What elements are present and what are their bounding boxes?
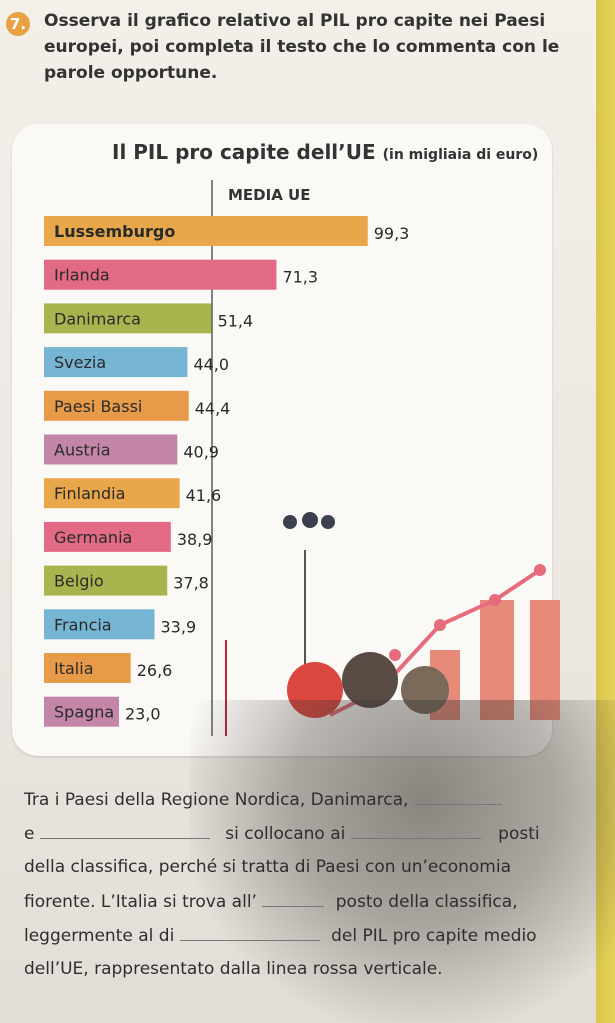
text-line-10: dell’UE, rappresentato dalla linea rossa… bbox=[24, 959, 443, 979]
illustration-dot bbox=[389, 649, 401, 661]
category-label: Italia bbox=[54, 659, 94, 678]
text-line-7: posto della classifica, bbox=[335, 892, 518, 912]
bar-chart: Lussemburgo 99,3 Irlanda 71,3 Danimarca 51,4 S… bbox=[44, 180, 560, 736]
category-label: Belgio bbox=[54, 572, 104, 591]
page-edge bbox=[596, 0, 615, 1023]
decorative-illustration bbox=[283, 512, 560, 720]
value-label: 99,3 bbox=[374, 224, 410, 243]
bar bbox=[44, 696, 119, 727]
value-label: 23,0 bbox=[125, 705, 161, 724]
value-label: 41,6 bbox=[186, 486, 222, 505]
category-label: Francia bbox=[54, 615, 112, 634]
value-label: 51,4 bbox=[218, 311, 254, 330]
illustration-person bbox=[287, 662, 343, 718]
bar bbox=[44, 565, 168, 596]
illustration-bar bbox=[480, 600, 514, 720]
value-label: 33,9 bbox=[161, 617, 197, 636]
bar bbox=[44, 259, 277, 290]
illustration-dot bbox=[489, 594, 501, 606]
illustration-person bbox=[401, 666, 449, 714]
bar bbox=[44, 390, 189, 421]
bar bbox=[44, 653, 131, 683]
illustration-person-icon bbox=[283, 515, 297, 529]
chart-title-text: Il PIL pro capite dell’UE bbox=[112, 140, 376, 164]
value-label: 71,3 bbox=[282, 268, 318, 287]
bar bbox=[44, 347, 188, 378]
category-label: Lussemburgo bbox=[54, 222, 175, 241]
bar bbox=[44, 303, 212, 334]
bar bbox=[44, 521, 171, 552]
blank-2[interactable] bbox=[39, 816, 210, 839]
bar bbox=[44, 216, 368, 246]
chart-subtitle: (in migliaia di euro) bbox=[382, 147, 539, 163]
value-label: 44,0 bbox=[193, 355, 229, 374]
text-line-3: si collocano ai bbox=[225, 824, 346, 844]
category-label: Austria bbox=[54, 441, 111, 460]
category-label: Danimarca bbox=[54, 309, 141, 328]
category-label: Irlanda bbox=[54, 266, 110, 285]
illustration-person-icon bbox=[302, 512, 318, 528]
illustration-dot bbox=[434, 619, 446, 631]
text-line-6: fiorente. L’Italia si trova all’ bbox=[24, 892, 257, 912]
blank-3[interactable] bbox=[350, 816, 481, 839]
value-label: 26,6 bbox=[137, 661, 173, 680]
blank-4[interactable] bbox=[262, 884, 325, 907]
value-label: 37,8 bbox=[173, 574, 209, 593]
category-label: Paesi Bassi bbox=[54, 397, 142, 416]
bar bbox=[44, 434, 178, 465]
category-label: Germania bbox=[54, 528, 132, 547]
illustration-dot bbox=[534, 564, 546, 576]
chart-title: Il PIL pro capite dell’UE (in migliaia d… bbox=[112, 140, 538, 164]
illustration-bar bbox=[530, 600, 560, 720]
blank-1[interactable] bbox=[413, 782, 502, 805]
category-label: Svezia bbox=[54, 353, 106, 372]
value-label: 44,4 bbox=[195, 399, 231, 418]
fill-in-text: Tra i Paesi della Regione Nordica, Danim… bbox=[24, 782, 584, 986]
bar bbox=[44, 609, 155, 640]
bar bbox=[44, 478, 180, 509]
text-line-1: Tra i Paesi della Regione Nordica, Danim… bbox=[24, 790, 409, 810]
category-label: Spagna bbox=[54, 703, 114, 722]
value-label: 38,9 bbox=[177, 530, 213, 549]
eu-average-label: MEDIA UE bbox=[228, 186, 311, 204]
exercise-number: 7. bbox=[6, 12, 30, 36]
illustration-person-icon bbox=[321, 515, 335, 529]
text-line-5: della classifica, perché si tratta di Pa… bbox=[24, 857, 512, 877]
text-line-8: leggermente al di bbox=[24, 926, 175, 946]
text-line-9: del PIL pro capite medio bbox=[331, 926, 537, 946]
text-line-4: posti bbox=[498, 824, 540, 844]
value-label: 40,9 bbox=[183, 443, 219, 462]
exercise-instructions: Osserva il grafico relativo al PIL pro c… bbox=[44, 11, 560, 83]
illustration-person bbox=[342, 652, 398, 708]
blank-5[interactable] bbox=[179, 918, 320, 941]
category-label: Finlandia bbox=[54, 484, 125, 503]
text-line-2: e bbox=[24, 824, 35, 844]
